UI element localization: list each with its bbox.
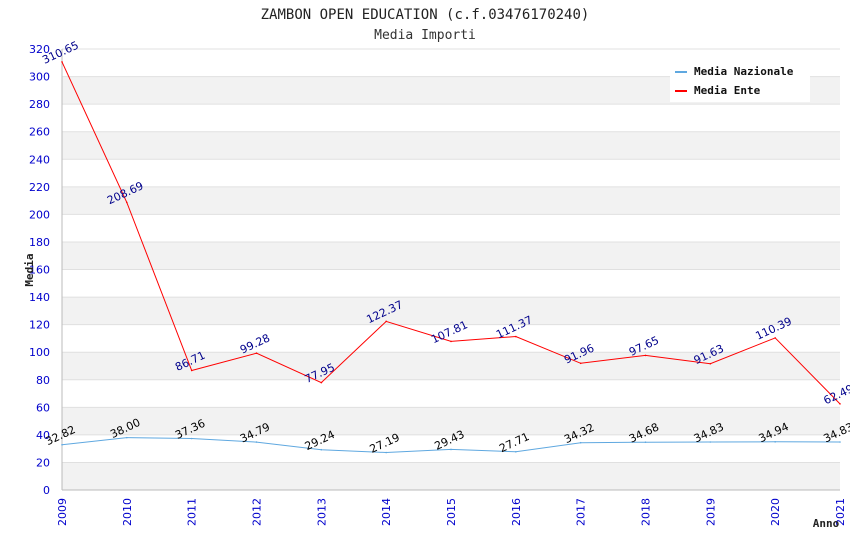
data-point: [579, 441, 582, 444]
y-tick-label: 300: [29, 71, 50, 84]
data-point: [126, 436, 128, 439]
y-tick-label: 140: [29, 291, 50, 304]
grid-band: [62, 352, 840, 380]
grid-band: [62, 407, 840, 435]
data-point: [61, 61, 63, 63]
data-point: [385, 451, 387, 454]
data-label: 32.82: [43, 423, 77, 448]
data-point: [579, 362, 582, 365]
y-tick-label: 160: [29, 264, 50, 277]
y-tick-label: 0: [43, 484, 50, 497]
grid-band: [62, 297, 840, 325]
x-axis-title: Anno: [813, 517, 840, 530]
data-point: [190, 369, 193, 372]
data-point: [515, 451, 517, 453]
legend-label-media-nazionale: Media Nazionale: [694, 65, 794, 78]
x-tick-label: 2017: [575, 498, 588, 526]
data-point: [644, 441, 647, 444]
x-tick-label: 2014: [380, 498, 393, 526]
y-tick-label: 40: [36, 429, 50, 442]
x-tick-label: 2011: [186, 498, 199, 526]
y-tick-label: 80: [36, 374, 50, 387]
data-point: [644, 354, 647, 357]
data-label: 62.49: [821, 382, 850, 407]
chart-title: ZAMBON OPEN EDUCATION (c.f.03476170240): [261, 7, 590, 23]
data-point: [320, 448, 323, 451]
y-tick-label: 180: [29, 236, 50, 249]
data-point: [774, 337, 776, 339]
x-tick-label: 2021: [834, 498, 847, 526]
y-tick-label: 240: [29, 153, 50, 166]
data-point: [255, 352, 258, 354]
data-point: [190, 437, 193, 440]
y-tick-label: 60: [36, 401, 50, 414]
x-tick-label: 2020: [769, 498, 782, 526]
legend: Media Nazionale Media Ente: [670, 60, 810, 102]
data-point: [450, 340, 452, 343]
grid-band: [62, 241, 840, 270]
data-point: [126, 201, 128, 204]
data-point: [61, 443, 63, 446]
y-tick-label: 100: [29, 346, 50, 359]
x-tick-label: 2015: [445, 498, 458, 526]
x-tick-label: 2009: [56, 498, 69, 526]
legend-box: [670, 60, 810, 102]
legend-label-media-ente: Media Ente: [694, 84, 761, 97]
y-tick-label: 120: [29, 319, 50, 332]
y-axis-title: Media: [23, 253, 36, 286]
plot-background: [61, 48, 840, 491]
x-axis-ticks: 2009 2010 2011 2012 2013 2014 2015 2016 2017 2018…: [56, 498, 847, 526]
data-point: [450, 448, 452, 451]
x-tick-label: 2018: [640, 498, 653, 526]
y-tick-label: 260: [29, 126, 50, 139]
chart-subtitle: Media Importi: [374, 28, 476, 43]
data-point: [709, 362, 712, 365]
data-point: [255, 441, 258, 443]
x-tick-label: 2010: [121, 498, 134, 526]
data-point: [385, 320, 387, 323]
x-tick-label: 2019: [704, 498, 717, 526]
y-tick-label: 200: [29, 208, 50, 221]
grid-band: [62, 462, 840, 490]
data-point: [320, 381, 323, 384]
x-tick-label: 2013: [315, 498, 328, 526]
grid-band: [62, 186, 840, 215]
data-point: [839, 441, 841, 443]
y-tick-label: 320: [29, 43, 50, 56]
x-tick-label: 2016: [510, 498, 523, 526]
y-tick-label: 20: [36, 456, 50, 469]
y-tick-label: 220: [29, 181, 50, 194]
data-point: [709, 441, 712, 443]
x-tick-label: 2012: [251, 498, 264, 526]
series-layer: [61, 61, 841, 454]
data-point: [774, 441, 776, 443]
data-point: [515, 335, 517, 338]
data-point: [839, 403, 841, 405]
y-tick-label: 280: [29, 98, 50, 111]
y-axis-ticks: 0 20 40 60 80 100 120 140 160 180 200 220 240 260 280 3…: [29, 43, 50, 497]
grid-band: [62, 131, 840, 160]
